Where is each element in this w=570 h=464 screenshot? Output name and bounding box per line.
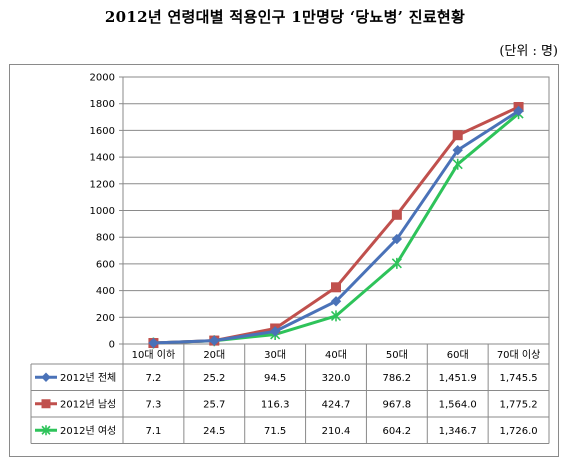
data-label: 1,564.0 [439,399,477,410]
y-tick-label: 1600 [90,126,115,137]
data-point [148,337,159,349]
data-label: 25.2 [203,373,225,384]
data-label: 967.8 [383,399,412,410]
data-point [391,257,402,269]
data-label: 25.7 [203,399,225,410]
data-point [513,105,524,117]
legend-label: 2012년 여성 [60,425,116,437]
data-label: 1,346.7 [439,426,477,437]
y-tick-label: 2000 [90,73,115,84]
x-tick-label: 10대 이하 [132,348,176,361]
x-tick-label: 70대 이상 [497,349,541,361]
data-label: 7.3 [145,399,161,410]
x-tick-label: 50대 [386,349,408,361]
x-tick-label: 40대 [325,349,347,361]
unit-label: (단위 : 명) [499,44,558,59]
data-label: 1,726.0 [499,426,537,437]
y-tick-label: 1400 [90,153,115,164]
data-point [452,130,463,141]
data-label: 7.2 [145,373,161,384]
data-label: 1,745.5 [499,373,537,384]
legend-marker [41,372,51,382]
data-point [452,144,463,156]
data-point [391,209,402,220]
data-label: 94.5 [264,373,286,384]
x-tick-label: 60대 [447,349,469,361]
y-tick-label: 400 [96,286,115,297]
data-point [452,158,463,170]
data-label: 24.5 [203,426,225,437]
data-label: 320.0 [322,373,351,384]
data-label: 1,775.2 [499,399,537,410]
data-label: 7.1 [145,426,161,437]
legend-marker [41,399,51,409]
data-label: 210.4 [322,426,351,437]
data-point [391,233,403,245]
x-tick-label: 30대 [264,349,286,361]
y-tick-label: 0 [109,340,115,351]
legend-label: 2012년 전체 [60,372,116,384]
data-point [330,310,342,322]
y-tick-label: 200 [96,313,115,324]
y-tick-label: 600 [96,259,115,270]
page-title: 2012년 연령대별 적용인구 1만명당 ‘당뇨병’ 진료현황 [104,8,466,26]
data-point [209,335,220,346]
data-label: 424.7 [322,399,351,410]
data-point [330,296,342,307]
legend-label: 2012년 남성 [60,398,116,410]
data-label: 116.3 [261,399,290,410]
data-label: 786.2 [383,373,412,384]
x-tick-label: 20대 [203,349,225,361]
y-tick-label: 1200 [90,179,115,190]
data-label: 1,451.9 [439,373,477,384]
data-label: 71.5 [264,426,286,437]
data-point [269,326,281,337]
y-tick-label: 1800 [90,99,115,110]
y-tick-label: 1000 [90,206,115,217]
legend-marker [41,425,51,436]
y-tick-label: 800 [96,233,115,244]
data-point [331,282,341,293]
data-label: 604.2 [383,426,412,437]
